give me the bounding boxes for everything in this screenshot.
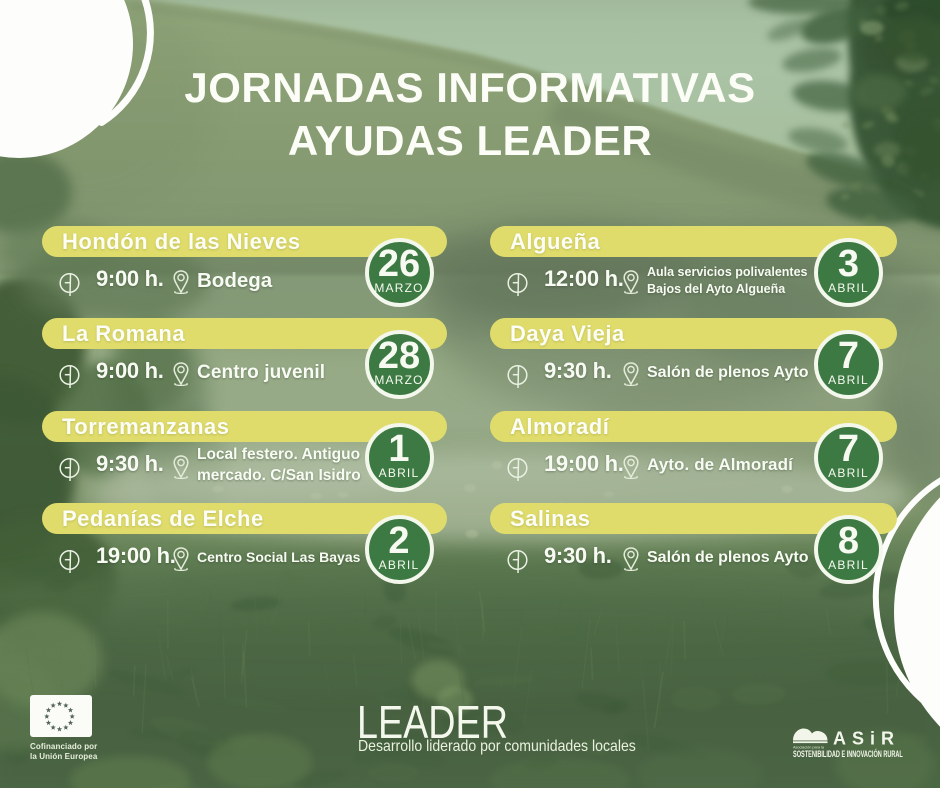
svg-text:Asociación para la: Asociación para la [793,745,825,749]
svg-text:SOSTENIBILIDAD E INNOVACIÓN RU: SOSTENIBILIDAD E INNOVACIÓN RURAL [793,748,903,759]
svg-text:ASiR: ASiR [833,729,900,749]
